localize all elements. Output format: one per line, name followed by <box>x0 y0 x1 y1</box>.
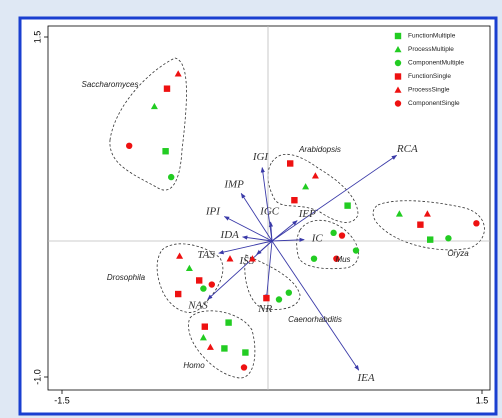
point <box>423 210 431 217</box>
group-label: Caenorhabditis <box>288 315 342 324</box>
point <box>427 236 434 243</box>
vector <box>271 154 398 242</box>
hull <box>267 153 359 223</box>
point <box>333 255 340 262</box>
point <box>162 148 169 155</box>
point <box>330 229 337 237</box>
group-label: Mus <box>335 255 350 264</box>
point <box>338 232 346 239</box>
vector <box>264 240 273 301</box>
vector-label: IDA <box>220 229 240 241</box>
point <box>225 319 232 326</box>
point <box>174 70 182 77</box>
point <box>352 247 360 254</box>
hull <box>296 219 359 270</box>
group-label: Oryza <box>447 249 469 258</box>
plot-border <box>47 25 491 391</box>
point <box>221 345 228 352</box>
point <box>240 364 248 371</box>
point <box>311 172 319 179</box>
point <box>150 102 158 110</box>
vector-label: NAS <box>187 300 208 312</box>
legend-label: ProcessSingle <box>408 87 450 94</box>
point <box>291 197 298 204</box>
point <box>275 296 283 303</box>
legend-label: ProcessMultiple <box>408 46 454 53</box>
point <box>200 285 207 292</box>
point <box>126 142 133 149</box>
vector-label: IMP <box>223 179 244 191</box>
vector <box>271 237 305 243</box>
x-tick-label: 1.5 <box>476 395 489 405</box>
legend-marker <box>394 46 402 53</box>
vector-label: IGI <box>252 151 270 163</box>
point <box>287 160 294 167</box>
hull <box>372 200 485 251</box>
legend-label: FunctionSingle <box>408 73 451 80</box>
point <box>185 264 193 271</box>
legend-label: FunctionMultiple <box>408 33 456 40</box>
frame <box>18 16 498 416</box>
legend-marker <box>394 59 402 67</box>
point <box>226 255 234 262</box>
point <box>199 334 207 341</box>
hull <box>188 310 256 379</box>
vector <box>240 192 273 242</box>
y-tick-label: -1.0 <box>32 369 42 385</box>
vector-label: ISS <box>239 255 255 267</box>
hull <box>156 243 224 313</box>
point <box>302 183 310 190</box>
point <box>201 323 208 330</box>
point <box>344 202 351 209</box>
point <box>176 252 184 259</box>
vector-label: NR <box>257 303 272 315</box>
point <box>175 290 182 298</box>
legend-marker <box>394 100 402 107</box>
point <box>208 281 215 288</box>
legend-marker <box>394 32 402 40</box>
point <box>242 349 249 356</box>
point <box>417 221 424 228</box>
point <box>445 235 452 242</box>
point <box>206 343 214 350</box>
x-tick-label: -1.5 <box>54 395 70 405</box>
vector-label: RCA <box>396 143 418 155</box>
y-tick-label: 1.5 <box>32 31 42 44</box>
vector-label: IEP <box>298 208 316 220</box>
vector <box>271 220 298 242</box>
legend-label: ComponentSingle <box>408 100 460 107</box>
vector <box>268 221 274 242</box>
point <box>196 277 203 284</box>
vector-label: TAS <box>197 249 215 261</box>
group-label: Drosophila <box>107 273 146 282</box>
vector <box>218 240 273 255</box>
legend-marker <box>394 86 402 93</box>
vector <box>242 235 273 242</box>
legend-marker <box>394 73 402 80</box>
group-label: Saccharomyces <box>82 80 139 89</box>
vector-label: IEA <box>356 372 374 384</box>
vector <box>260 167 273 242</box>
point <box>473 220 480 227</box>
hull <box>244 254 301 310</box>
point <box>395 210 403 217</box>
point <box>285 289 292 296</box>
group-label: Homo <box>183 361 205 370</box>
vector-label: IC <box>311 233 324 245</box>
vector <box>223 216 273 242</box>
legend-label: ComponentMultiple <box>408 60 464 67</box>
point <box>263 294 270 302</box>
vector-label: IGC <box>259 206 280 218</box>
point <box>248 255 256 262</box>
point <box>310 255 318 262</box>
vector <box>271 240 360 371</box>
vector-label: IPI <box>205 205 221 217</box>
group-label: Arabidopsis <box>298 145 341 154</box>
point <box>168 173 175 181</box>
vector <box>207 240 273 300</box>
point <box>163 85 171 92</box>
